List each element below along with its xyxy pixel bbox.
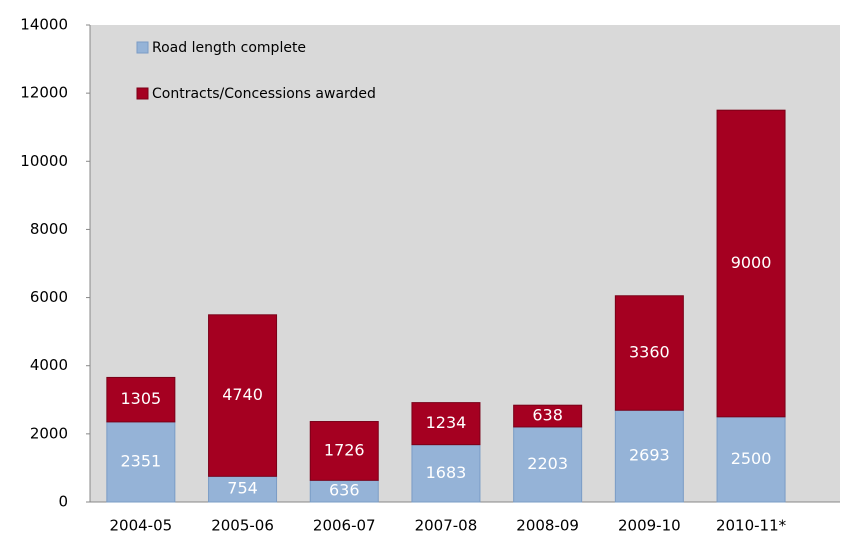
value-label: 4740 <box>222 385 263 404</box>
value-label: 9000 <box>731 253 772 272</box>
y-tick-label: 10000 <box>20 152 68 170</box>
x-tick-label: 2006-07 <box>313 517 376 535</box>
value-label: 754 <box>227 479 258 498</box>
bar-segment <box>411 444 481 503</box>
legend-swatch <box>136 41 149 54</box>
value-label: 638 <box>532 406 563 425</box>
bar-segment <box>614 409 684 503</box>
bar-segment <box>208 475 278 503</box>
value-label: 2203 <box>527 454 568 473</box>
legend-label: Contracts/Concessions awarded <box>152 86 376 102</box>
bar-segment <box>716 109 786 418</box>
value-label: 1683 <box>426 463 467 482</box>
y-tick-label: 12000 <box>20 84 68 102</box>
value-label: 1234 <box>426 413 467 432</box>
x-tick-label: 2005-06 <box>211 517 274 535</box>
x-tick-label: 2007-08 <box>415 517 478 535</box>
value-label: 1726 <box>324 440 365 459</box>
value-label: 3360 <box>629 343 670 362</box>
bar-segment <box>106 421 176 503</box>
value-label: 1305 <box>120 389 161 408</box>
value-label: 2693 <box>629 446 670 465</box>
y-tick-label: 8000 <box>30 220 68 238</box>
y-tick-label: 6000 <box>30 288 68 306</box>
bar-segment <box>411 402 481 446</box>
y-tick-label: 14000 <box>20 16 68 34</box>
y-tick-label: 4000 <box>30 356 68 374</box>
bar-segment <box>614 295 684 411</box>
value-label: 636 <box>329 481 360 500</box>
x-tick-label: 2008-09 <box>516 517 579 535</box>
x-tick-label: 2009-10 <box>618 517 681 535</box>
value-label: 2500 <box>731 449 772 468</box>
bar-segment <box>106 376 176 423</box>
y-tick-label: 2000 <box>30 424 68 442</box>
bar-segment <box>513 404 583 428</box>
x-tick-label: 2010-11* <box>716 517 787 535</box>
bar-segment <box>716 416 786 503</box>
x-tick-label: 2004-05 <box>110 517 173 535</box>
bar-segment <box>208 314 278 477</box>
bar-segment <box>513 426 583 503</box>
value-label: 2351 <box>120 451 161 470</box>
legend-label: Road length complete <box>152 40 306 56</box>
y-tick-label: 0 <box>58 493 68 511</box>
legend-swatch <box>136 87 149 100</box>
bar-segment <box>309 421 379 481</box>
